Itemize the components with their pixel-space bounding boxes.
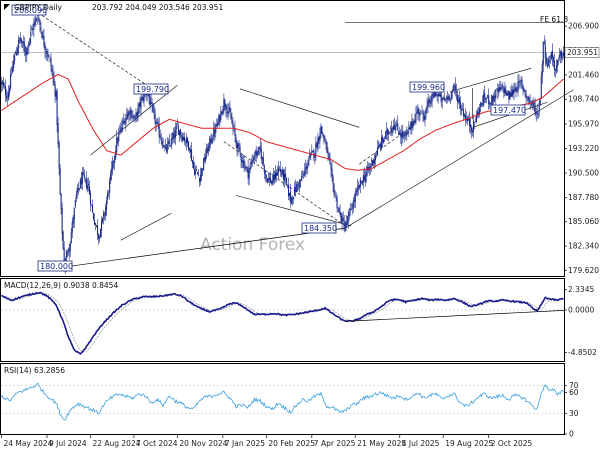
last-price-marker: 203.951: [564, 47, 600, 58]
annotation-box: [37, 260, 73, 272]
annotation-box: [133, 83, 169, 95]
macd-title: MACD(12,26,9) 0.9038 0.8454: [4, 281, 118, 290]
macd-lines: [1, 291, 565, 356]
channel-lower-left: [120, 213, 172, 241]
price-tick-label: 182.340: [568, 242, 599, 251]
price-tick-label: 190.500: [568, 169, 599, 178]
dashed-decline-line: [37, 12, 148, 86]
annotation-label: 180.000: [40, 262, 73, 271]
annotation-label: 197.470: [493, 106, 526, 115]
date-tick-label: 24 May 2024: [4, 439, 53, 448]
price-annotation: 208.090: [11, 4, 47, 16]
macd-tick-label: -4.8502: [568, 348, 597, 357]
rsi-title: RSI(14) 63.2856: [4, 366, 65, 375]
date-tick-label: 9 Jul 2024: [49, 439, 87, 448]
rsi-line: [1, 382, 564, 421]
last-price-label: 203.951: [567, 48, 598, 57]
price-annotation: 197.470: [490, 104, 526, 116]
date-tick-label: 7 Apr 2025: [314, 439, 356, 448]
collapse-arrow-icon[interactable]: [4, 4, 10, 10]
channel-upper-mid: [239, 88, 360, 128]
price-annotation: 180.000: [37, 260, 73, 272]
macd-tick-label: 0.0000: [568, 305, 594, 314]
annotation-label: 199.960: [412, 83, 445, 92]
rsi-panel: [0, 363, 565, 435]
macd-axis: 2.3345 0.0000 -4.8502: [564, 285, 597, 357]
trendlines: [37, 12, 574, 268]
rsi-tick-label: 0: [569, 430, 574, 439]
date-tick-label: 7 Oct 2024: [136, 439, 178, 448]
rsi-tick-label: 30: [569, 409, 579, 418]
macd-panel: [0, 278, 565, 362]
annotation-box: [301, 222, 337, 234]
macd-main-line: [1, 291, 564, 356]
date-tick-label: 22 Aug 2024: [92, 439, 140, 448]
fib-label: FE 61.8: [540, 15, 568, 24]
price-tick-label: 185.060: [568, 217, 599, 226]
macd-tick-label: 2.3345: [568, 285, 594, 294]
wedge-upper: [450, 67, 532, 92]
rsi-tick-label: 60: [569, 388, 579, 397]
date-tick-label: 21 May 2025: [357, 439, 406, 448]
annotation-box: [11, 4, 47, 16]
price-tick-label: 201.460: [568, 70, 599, 79]
date-tick-label: 20 Nov 2024: [179, 439, 227, 448]
price-annotation: 199.960: [409, 81, 445, 93]
moving-average: [1, 73, 564, 171]
price-tick-label: 187.780: [568, 193, 599, 202]
macd-trendline: [345, 310, 565, 322]
channel-lower-mid: [235, 195, 352, 227]
price-tick-label: 206.900: [568, 22, 599, 31]
annotation-box: [409, 81, 445, 93]
horizontal-levels: [1, 22, 564, 53]
price-tick-label: 195.970: [568, 120, 599, 129]
rsi-lines: [1, 382, 564, 421]
price-annotations: 208.090 180.000 199.790 184.350 199.960 197.4…: [11, 4, 526, 272]
watermark: Action Forex: [200, 235, 305, 255]
date-tick-label: 2 Oct 2025: [491, 439, 533, 448]
channel-upper-left: [90, 85, 178, 156]
annotation-box: [490, 104, 526, 116]
ma-line: [1, 73, 564, 171]
price-annotation: 184.350: [301, 222, 337, 234]
price-tick-label: 179.620: [568, 266, 599, 275]
price-tick-label: 193.220: [568, 144, 599, 153]
price-annotation: 199.790: [133, 83, 169, 95]
dashed-recovery-line: [359, 123, 417, 165]
date-tick-label: 19 Aug 2025: [445, 439, 493, 448]
annotation-label: 208.090: [14, 6, 47, 15]
price-axis: 206.900204.180201.460198.740195.970193.2…: [564, 22, 600, 275]
rsi-tick-label: 70: [569, 381, 579, 390]
date-tick-label: 7 Jan 2025: [225, 439, 265, 448]
annotation-label: 199.790: [136, 85, 169, 94]
annotation-label: 184.350: [304, 224, 337, 233]
candles: [0, 11, 565, 275]
ohlc-header: 203.792 204.049 203.546 203.951: [92, 3, 223, 12]
date-tick-label: 20 Feb 2025: [268, 439, 315, 448]
base-line-left: [64, 227, 346, 268]
price-tick-label: 198.740: [568, 95, 599, 104]
price-panel: [0, 0, 565, 277]
symbol-header: GBPJPY,Daily: [14, 3, 63, 12]
last-price-box: [564, 47, 600, 58]
date-tick-label: 4 Jul 2025: [402, 439, 440, 448]
